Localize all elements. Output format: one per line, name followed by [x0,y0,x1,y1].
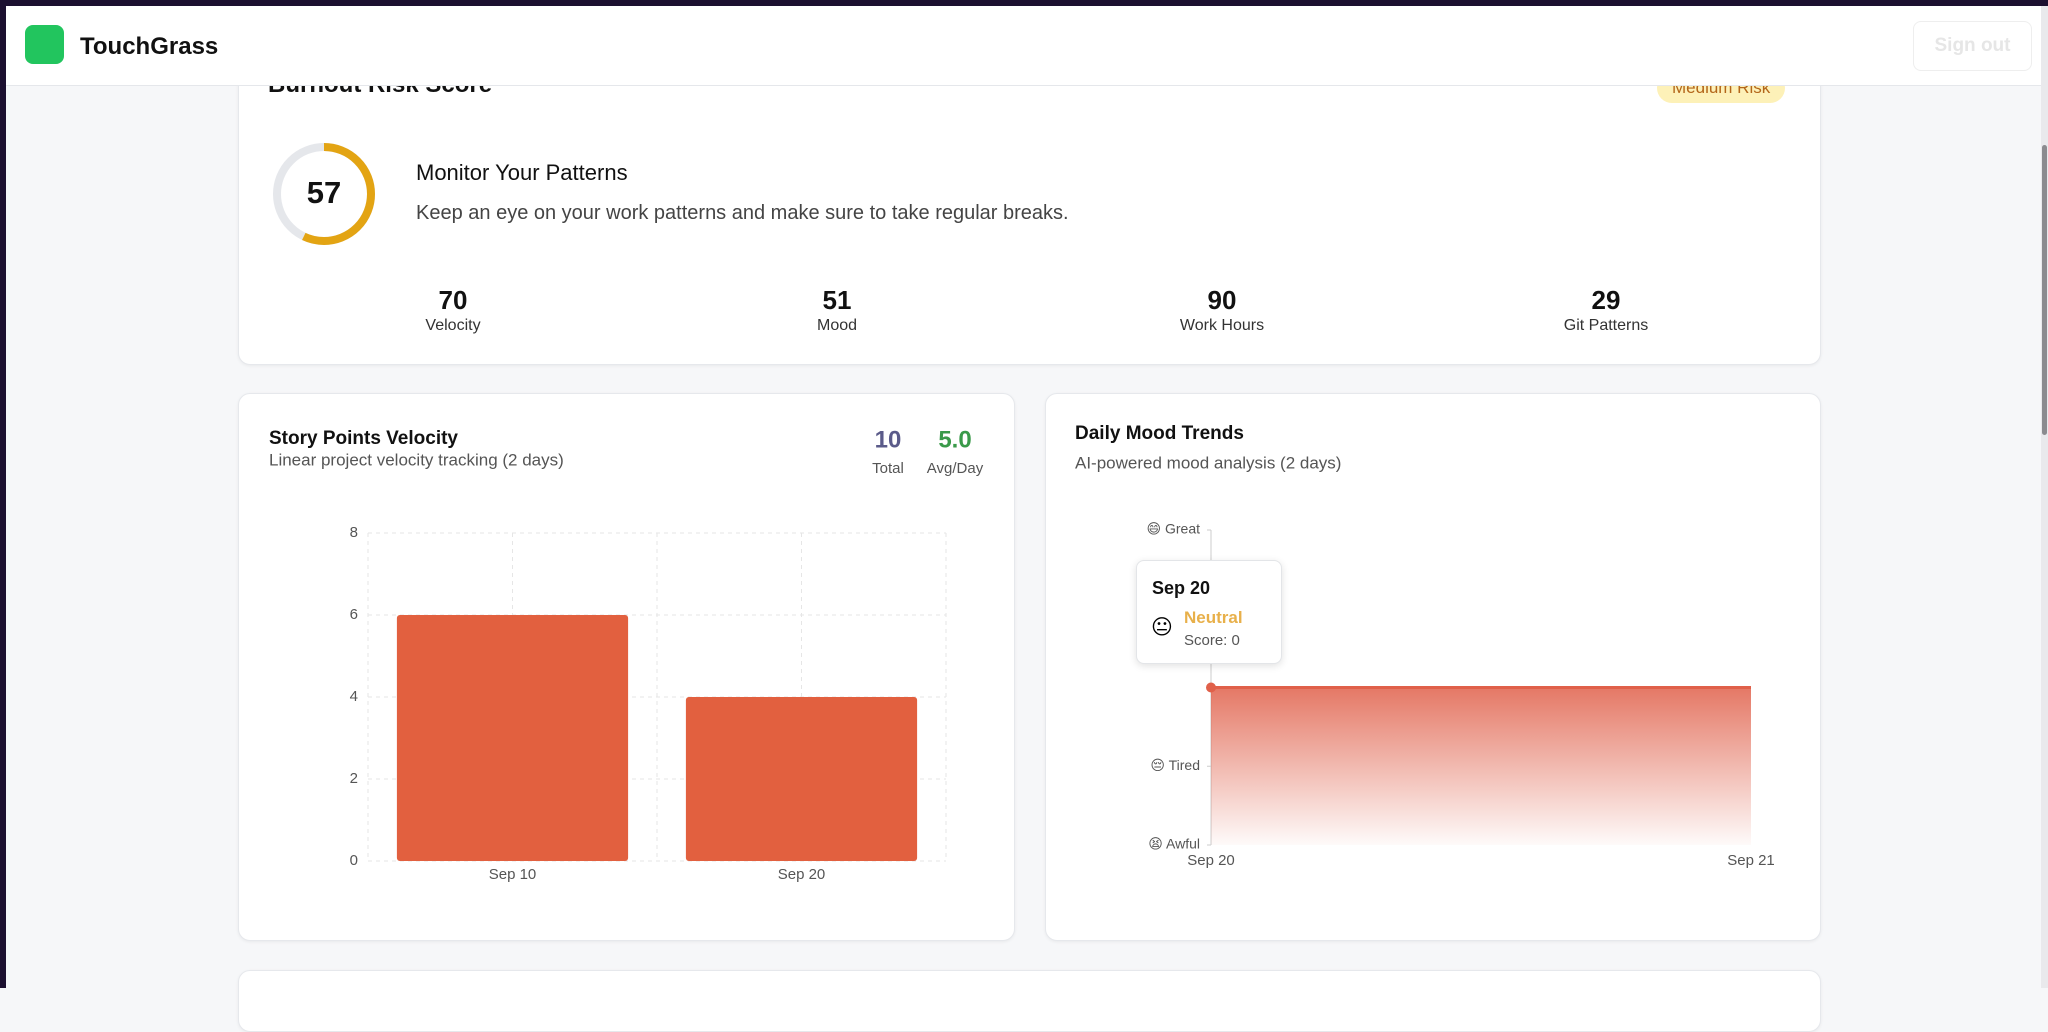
point [1206,682,1216,693]
window-edge [0,0,6,988]
y-tick-label: 4 [350,688,358,705]
logo[interactable] [25,25,64,64]
x-tick-label: Sep 10 [489,866,537,883]
area [1211,687,1751,845]
metric-label: Git Patterns [1563,317,1649,334]
chart-title: Story Points Velocity [269,428,458,449]
y-tick-label: 6 [350,606,358,623]
stat-value: 5.0 [938,426,971,453]
scrollbar [2041,0,2048,988]
mood-card [1045,393,1821,941]
tooltip-emoji: 😐 [1151,616,1173,639]
metric-value: 51 [822,285,852,315]
gauge: 57 [273,143,375,245]
y-tick-label: 8 [350,524,358,541]
metric-label: Work Hours [1179,317,1265,334]
y-tick-label: 0 [350,852,358,869]
metric-value: 70 [438,285,468,315]
bar [685,697,918,861]
x-tick-label: Sep 21 [1727,852,1775,869]
metric-value: 90 [1207,285,1237,315]
sign-out-button[interactable]: Sign out [1913,21,2032,71]
x-tick-label: Sep 20 [1187,852,1235,869]
tooltip-mood: Neutral [1184,608,1243,627]
y-tick-label: 2 [350,770,358,787]
metric-label: Velocity [425,317,481,334]
chart-subtitle: AI-powered mood analysis (2 days) [1075,453,1341,472]
chart-title: Daily Mood Trends [1075,423,1244,444]
risk-heading: Monitor Your Patterns [416,160,628,185]
tooltip: Sep 20 😐 Neutral Score: 0 [1136,560,1282,664]
y-tick-label: 😔 Tired [1150,757,1200,773]
stat-label: Avg/Day [927,460,984,477]
risk-card: Burnout Risk Score Medium Risk 57 Monito… [238,40,1821,365]
header: TouchGrass Sign out [6,6,2041,86]
metric-label: Mood [816,317,858,334]
bar [396,615,629,861]
risk-text: Keep an eye on your work patterns and ma… [416,202,1069,224]
y-tick-label: 😄 Great [1147,521,1201,537]
window-top [0,0,2048,6]
chart-subtitle: Linear project velocity tracking (2 days… [269,450,564,469]
app-name[interactable]: TouchGrass [80,33,219,60]
gauge-score: 57 [307,175,341,210]
y-tick-label: 😫 Awful [1148,836,1200,852]
tooltip-date: Sep 20 [1152,578,1211,598]
stat-value: 10 [875,426,902,453]
x-tick-label: Sep 20 [778,866,826,883]
metric-value: 29 [1591,285,1621,315]
stat-label: Total [872,460,904,477]
tooltip-score: Score: 0 [1184,632,1240,649]
gauge-arc [273,143,375,245]
